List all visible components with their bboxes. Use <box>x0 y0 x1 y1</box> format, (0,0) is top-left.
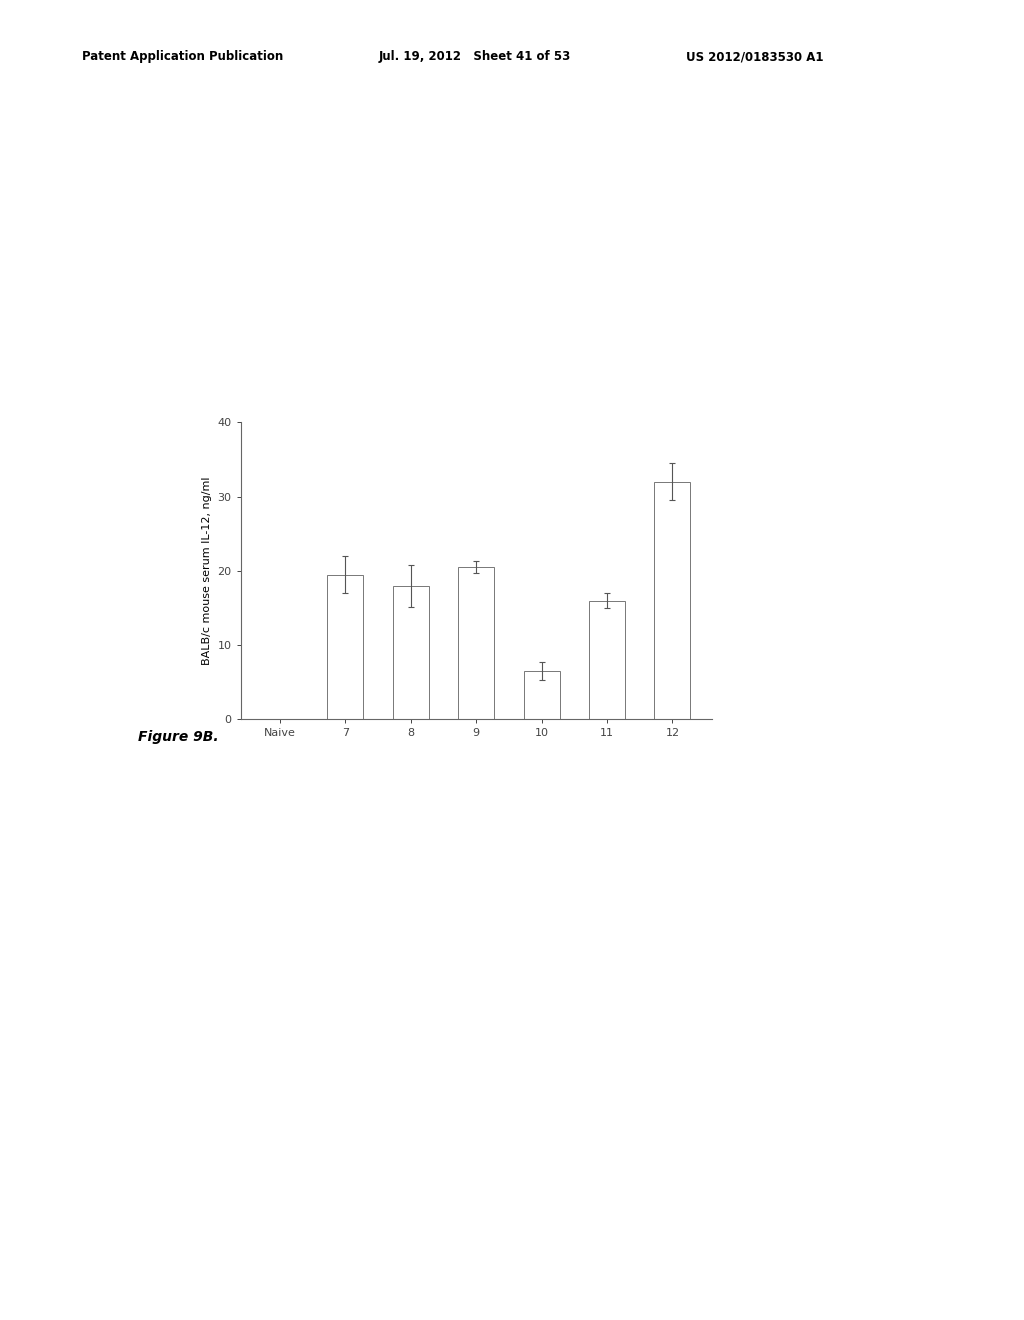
Bar <box>393 586 429 719</box>
Bar <box>458 568 495 719</box>
Text: US 2012/0183530 A1: US 2012/0183530 A1 <box>686 50 823 63</box>
Text: Figure 9B.: Figure 9B. <box>138 730 219 744</box>
Text: Jul. 19, 2012   Sheet 41 of 53: Jul. 19, 2012 Sheet 41 of 53 <box>379 50 571 63</box>
Bar <box>589 601 625 719</box>
Y-axis label: BALB/c mouse serum IL-12, ng/ml: BALB/c mouse serum IL-12, ng/ml <box>202 477 212 665</box>
Bar <box>654 482 690 719</box>
Text: Patent Application Publication: Patent Application Publication <box>82 50 284 63</box>
Bar <box>523 671 559 719</box>
Bar <box>328 574 364 719</box>
